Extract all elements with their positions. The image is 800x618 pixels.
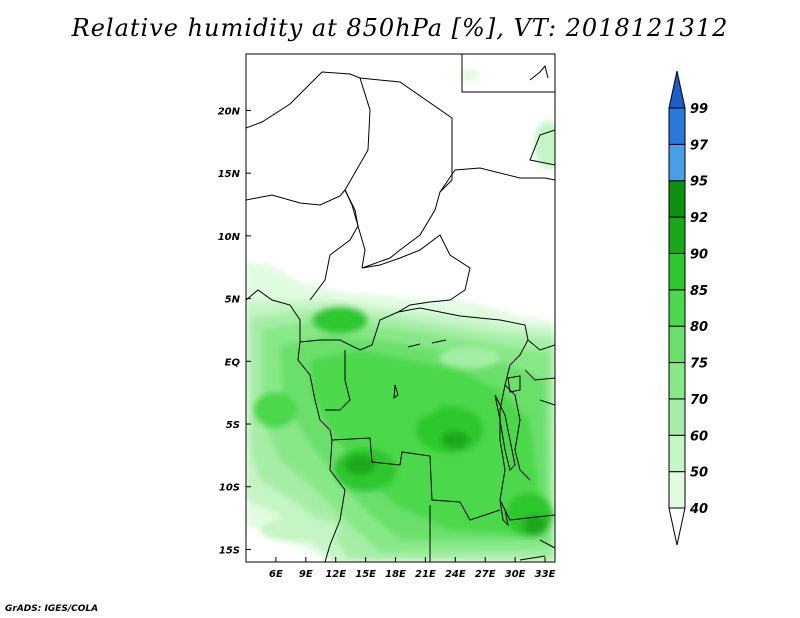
colorbar-level-label: 99	[690, 102, 708, 117]
lat-tick-label: 15N	[218, 169, 241, 180]
colorbar-segment	[668, 289, 686, 327]
colorbar-segment	[668, 216, 686, 254]
lat-tick-label: 5N	[225, 295, 241, 306]
colorbar-segment	[668, 471, 686, 509]
colorbar-level-label: 75	[690, 357, 708, 372]
colorbar-segment	[668, 180, 686, 218]
colorbar-level-label: 97	[690, 138, 709, 153]
colorbar-level-label: 80	[690, 320, 708, 335]
lon-tick-label: 9E	[299, 569, 313, 580]
colorbar-level-label: 50	[690, 466, 708, 481]
colorbar-level-label: 60	[690, 429, 708, 444]
lon-tick-label: 24E	[445, 569, 466, 580]
lon-tick-label: 12E	[325, 569, 346, 580]
grads-credit: GrADS: IGES/COLA	[5, 604, 99, 614]
lat-tick-label: EQ	[225, 357, 241, 368]
lon-tick-label: 15E	[355, 569, 376, 580]
colorbar-upper-arrow	[668, 70, 686, 109]
colorbar-lower-arrow	[668, 507, 686, 546]
lat-tick-label: 20N	[218, 106, 241, 117]
lat-tick-label: 5S	[226, 420, 240, 431]
lon-tick-label: 30E	[505, 569, 526, 580]
lat-tick-label: 15S	[219, 545, 240, 556]
lon-tick-label: 27E	[475, 569, 496, 580]
colorbar-level-label: 90	[690, 247, 708, 262]
lon-tick-label: 6E	[269, 569, 283, 580]
country-borders	[246, 54, 555, 562]
lon-tick-label: 18E	[385, 569, 406, 580]
colorbar-segment	[668, 325, 686, 364]
humidity-patch-90	[312, 306, 368, 334]
lat-tick-label: 10N	[218, 232, 241, 243]
colorbar-segment	[668, 362, 686, 400]
colorbar-segment	[668, 398, 686, 436]
colorbar-segment	[668, 434, 686, 473]
lon-tick-label: 21E	[415, 569, 436, 580]
map-title: Relative humidity at 850hPa [%], VT: 201…	[71, 14, 729, 42]
lat-tick-label: 10S	[219, 483, 240, 494]
colorbar-segment	[668, 252, 686, 291]
map-frame	[245, 53, 556, 563]
colorbar-segment	[668, 143, 686, 182]
colorbar-segment	[668, 107, 686, 145]
colorbar-level-label: 95	[690, 175, 708, 190]
colorbar-level-label: 92	[690, 211, 708, 226]
colorbar-level-label: 85	[690, 284, 708, 299]
colorbar-level-label: 70	[690, 393, 708, 408]
colorbar-level-label: 40	[689, 502, 708, 517]
humidity-field	[246, 54, 555, 562]
lon-tick-label: 33E	[535, 569, 556, 580]
humidity-patch-92	[344, 455, 376, 475]
